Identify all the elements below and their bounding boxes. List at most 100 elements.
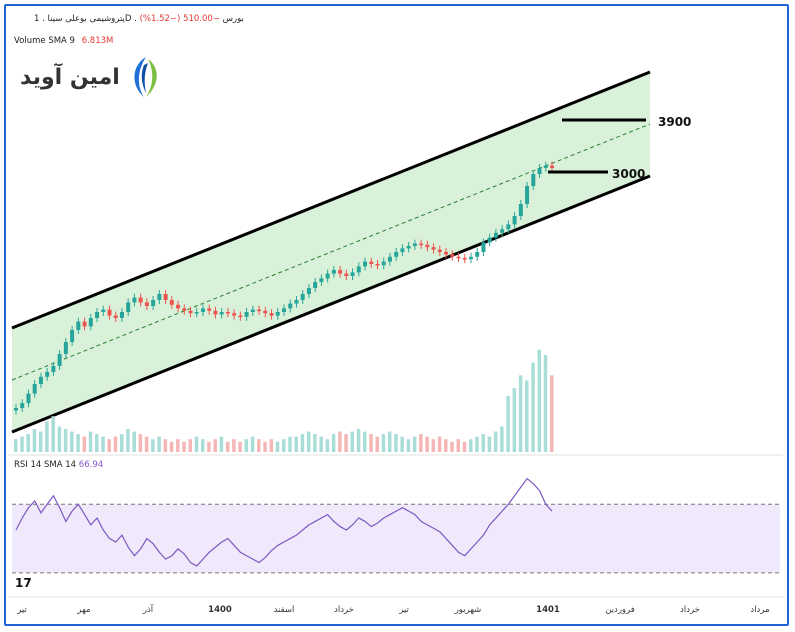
- volume-bar: [250, 436, 255, 452]
- volume-bar: [232, 439, 236, 452]
- volume-bar: [225, 441, 230, 452]
- volume-bar: [525, 380, 529, 452]
- candle-body: [45, 372, 50, 377]
- volume-bar: [132, 431, 136, 452]
- candle-body: [200, 308, 205, 312]
- volume-bar: [138, 434, 143, 452]
- volume-bar: [512, 388, 517, 452]
- candle-body: [487, 237, 492, 243]
- volume-bar: [238, 441, 242, 452]
- candle-body: [63, 342, 68, 354]
- candle-body: [468, 256, 473, 260]
- volume-bar: [188, 439, 193, 452]
- volume-bar: [500, 426, 504, 452]
- candle-body: [306, 288, 311, 294]
- volume-bar: [331, 434, 336, 452]
- volume-bar: [207, 441, 211, 452]
- x-tick-label: آذر: [142, 603, 154, 615]
- candle-body: [431, 247, 436, 250]
- volume-bar: [419, 434, 423, 452]
- candle-body: [263, 310, 268, 314]
- candle-body: [350, 272, 355, 276]
- candle-body: [344, 273, 349, 276]
- volume-bar: [95, 434, 99, 452]
- candle-body: [543, 165, 548, 168]
- volume-bar: [350, 431, 355, 452]
- channel-upper-line: [11, 70, 651, 330]
- candle-body: [493, 232, 498, 238]
- candle-body: [219, 312, 224, 315]
- rsi-value: 66.94: [78, 460, 104, 470]
- volume-bar: [475, 436, 479, 452]
- candle-body: [163, 294, 168, 300]
- candle-body: [475, 252, 480, 257]
- x-tick-label: خرداد: [334, 605, 354, 615]
- volume-bar: [406, 439, 411, 452]
- volume-bar: [506, 395, 510, 452]
- volume-bar: [219, 436, 224, 452]
- x-tick-label: فروردین: [605, 605, 635, 615]
- volume-bar: [387, 431, 392, 452]
- volume-bar: [14, 439, 18, 452]
- volume-bar: [319, 436, 323, 452]
- candle-body: [369, 261, 374, 264]
- volume-bar: [481, 434, 485, 452]
- x-tick-label: شهریور: [454, 605, 482, 615]
- volume-bar: [394, 434, 398, 452]
- candle-body: [387, 256, 392, 262]
- volume-bar: [462, 441, 467, 452]
- brand-logo: امین آوید: [20, 55, 166, 99]
- candle-body: [356, 266, 361, 273]
- volume-bar: [288, 436, 292, 452]
- volume-bar: [70, 431, 74, 452]
- volume-bar: [63, 429, 68, 452]
- candle-body: [300, 294, 305, 300]
- chart-frame: [4, 4, 789, 626]
- x-tick-label: اسفند: [274, 605, 295, 615]
- volume-bar: [213, 439, 217, 452]
- candle-body: [550, 165, 554, 168]
- candle-body: [26, 393, 31, 404]
- volume-bar: [543, 354, 548, 452]
- volume-bar: [26, 434, 30, 452]
- rsi-legend: RSI 14 SMA 14 66.94: [14, 460, 103, 470]
- candle-body: [394, 252, 399, 257]
- candle-body: [444, 252, 449, 255]
- volume-bar: [294, 436, 298, 452]
- volume-bar: [493, 431, 498, 452]
- candle-body: [250, 309, 255, 312]
- x-tick-label: تیر: [16, 605, 27, 615]
- volume-bar: [456, 439, 461, 452]
- candle-body: [450, 254, 455, 257]
- volume-bar: [176, 439, 180, 452]
- candle-body: [294, 300, 299, 304]
- volume-bar: [57, 426, 62, 452]
- volume-bar: [20, 436, 24, 452]
- volume-bar: [82, 436, 87, 452]
- volume-bar: [101, 436, 105, 452]
- candle-body: [419, 243, 424, 246]
- candle-body: [194, 312, 199, 314]
- candle-body: [331, 270, 336, 274]
- candle-body: [525, 186, 530, 204]
- candle-body: [381, 261, 386, 266]
- volume-bar: [444, 439, 448, 452]
- candle-body: [176, 304, 181, 309]
- candle-body: [257, 309, 262, 312]
- volume-bar: [306, 431, 311, 452]
- candle-body: [512, 216, 517, 225]
- volume-bar: [182, 441, 186, 452]
- candle-body: [437, 249, 442, 252]
- candle-body: [456, 256, 461, 259]
- candle-body: [537, 168, 542, 174]
- volume-bar: [356, 429, 361, 452]
- candle-body: [518, 204, 523, 216]
- volume-bar: [375, 436, 379, 452]
- candle-body: [107, 309, 112, 316]
- candle-body: [506, 224, 511, 230]
- candle-body: [462, 258, 467, 260]
- candle-body: [375, 264, 380, 266]
- candle-body: [319, 278, 324, 282]
- candle-body: [126, 302, 131, 312]
- volume-bar: [119, 434, 124, 452]
